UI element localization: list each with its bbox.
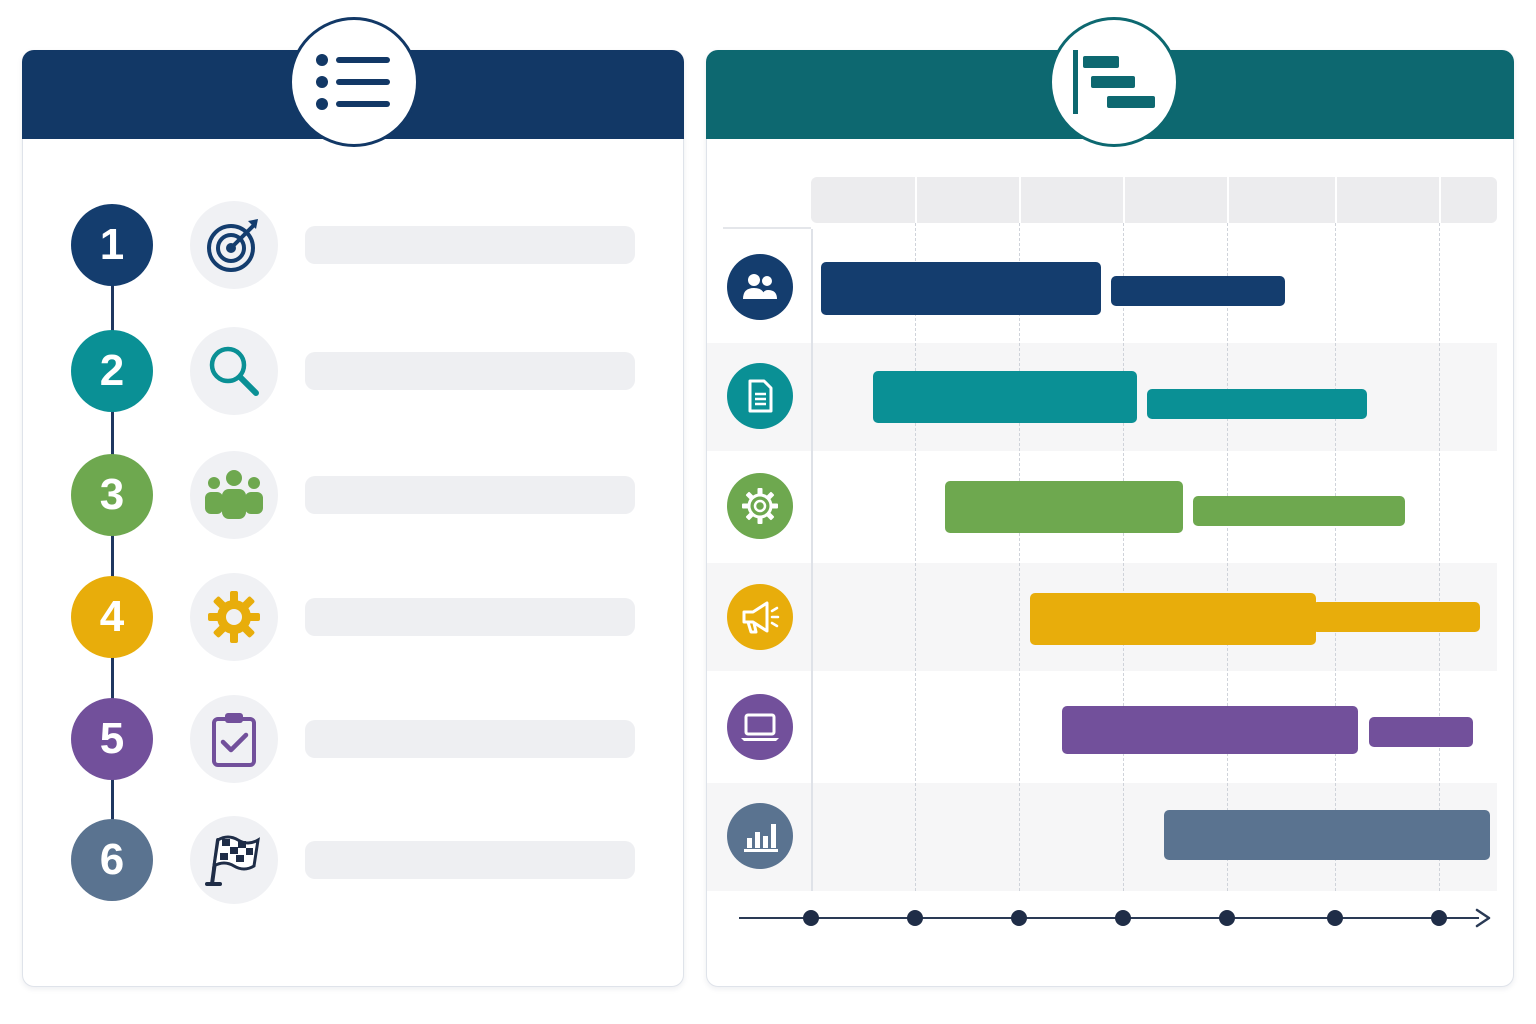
row-category-badge bbox=[727, 363, 793, 429]
step-text-placeholder bbox=[305, 720, 635, 758]
target-icon bbox=[207, 219, 258, 272]
task-bar bbox=[1062, 706, 1358, 754]
step-number: 2 bbox=[99, 346, 125, 395]
task-bar bbox=[821, 262, 1101, 315]
task-bar bbox=[1312, 602, 1480, 632]
timeline-marker bbox=[1011, 910, 1027, 926]
team-icon bbox=[205, 470, 263, 519]
step-connector-line bbox=[111, 246, 114, 866]
process-steps-panel: 1 2 3 bbox=[22, 17, 684, 987]
bar-chart-icon bbox=[744, 824, 778, 852]
gantt-column-header bbox=[811, 177, 1497, 223]
step-text-placeholder bbox=[305, 476, 635, 514]
step-number-badge: 6 bbox=[71, 819, 153, 901]
step-row: 1 bbox=[23, 195, 683, 295]
column-separator bbox=[1019, 177, 1021, 223]
laptop-icon bbox=[741, 713, 779, 741]
step-number: 3 bbox=[99, 470, 125, 519]
clipboard-check-icon bbox=[212, 713, 256, 767]
gantt-icon-badge bbox=[1049, 17, 1179, 147]
megaphone-icon bbox=[742, 601, 780, 634]
step-icon-holder bbox=[190, 573, 278, 661]
task-bar bbox=[1193, 496, 1405, 526]
step-row: 2 bbox=[23, 321, 683, 421]
row-category-badge bbox=[727, 694, 793, 760]
step-row: 3 bbox=[23, 445, 683, 545]
grid-line bbox=[1439, 223, 1440, 891]
checkered-flag-icon bbox=[205, 835, 260, 886]
timeline-marker bbox=[803, 910, 819, 926]
step-text-placeholder bbox=[305, 352, 635, 390]
column-separator bbox=[1335, 177, 1337, 223]
step-row: 6 bbox=[23, 810, 683, 910]
list-icon-badge bbox=[289, 17, 419, 147]
grid-line bbox=[1123, 223, 1124, 891]
task-bar bbox=[1111, 276, 1285, 306]
step-row: 5 bbox=[23, 689, 683, 789]
axis-arrow-icon bbox=[1475, 908, 1491, 928]
magnifier-icon bbox=[209, 346, 259, 396]
row-category-badge bbox=[727, 473, 793, 539]
gantt-panel bbox=[706, 17, 1514, 987]
grid-line bbox=[915, 223, 916, 891]
step-number: 1 bbox=[99, 220, 125, 269]
people-icon bbox=[743, 274, 777, 299]
label-column-divider bbox=[723, 227, 811, 229]
step-text-placeholder bbox=[305, 841, 635, 879]
step-number: 4 bbox=[99, 592, 125, 641]
step-number-badge: 5 bbox=[71, 698, 153, 780]
gear-icon bbox=[208, 591, 260, 643]
timeline-axis bbox=[739, 917, 1479, 919]
step-icon-holder bbox=[190, 816, 278, 904]
grid-line bbox=[1227, 223, 1228, 891]
timeline-marker bbox=[1327, 910, 1343, 926]
step-icon-holder bbox=[190, 695, 278, 783]
column-separator bbox=[1439, 177, 1441, 223]
step-text-placeholder bbox=[305, 226, 635, 264]
column-separator bbox=[1227, 177, 1229, 223]
step-number-badge: 1 bbox=[71, 204, 153, 286]
timeline-marker bbox=[907, 910, 923, 926]
task-bar bbox=[1030, 593, 1316, 645]
step-number-badge: 2 bbox=[71, 330, 153, 412]
task-bar bbox=[945, 481, 1183, 533]
timeline-marker bbox=[1115, 910, 1131, 926]
list-icon bbox=[316, 54, 390, 110]
step-text-placeholder bbox=[305, 598, 635, 636]
step-icon-holder bbox=[190, 327, 278, 415]
step-row: 4 bbox=[23, 567, 683, 667]
gear-icon bbox=[742, 488, 778, 524]
gantt-icon bbox=[1073, 50, 1155, 114]
step-icon-holder bbox=[190, 451, 278, 539]
column-separator bbox=[1123, 177, 1125, 223]
grid-line bbox=[1019, 223, 1020, 891]
task-bar bbox=[1369, 717, 1473, 747]
label-column-border bbox=[811, 229, 813, 891]
step-icon-holder bbox=[190, 201, 278, 289]
task-bar bbox=[873, 371, 1137, 423]
column-separator bbox=[915, 177, 917, 223]
timeline-marker bbox=[1219, 910, 1235, 926]
grid-line bbox=[1335, 223, 1336, 891]
step-number: 6 bbox=[99, 835, 125, 884]
step-number-badge: 4 bbox=[71, 576, 153, 658]
step-number-badge: 3 bbox=[71, 454, 153, 536]
task-bar bbox=[1164, 810, 1490, 860]
row-category-badge bbox=[727, 584, 793, 650]
document-icon bbox=[748, 379, 773, 413]
task-bar bbox=[1147, 389, 1367, 419]
row-category-badge bbox=[727, 803, 793, 869]
timeline-marker bbox=[1431, 910, 1447, 926]
row-category-badge bbox=[727, 254, 793, 320]
step-number: 5 bbox=[99, 714, 125, 763]
